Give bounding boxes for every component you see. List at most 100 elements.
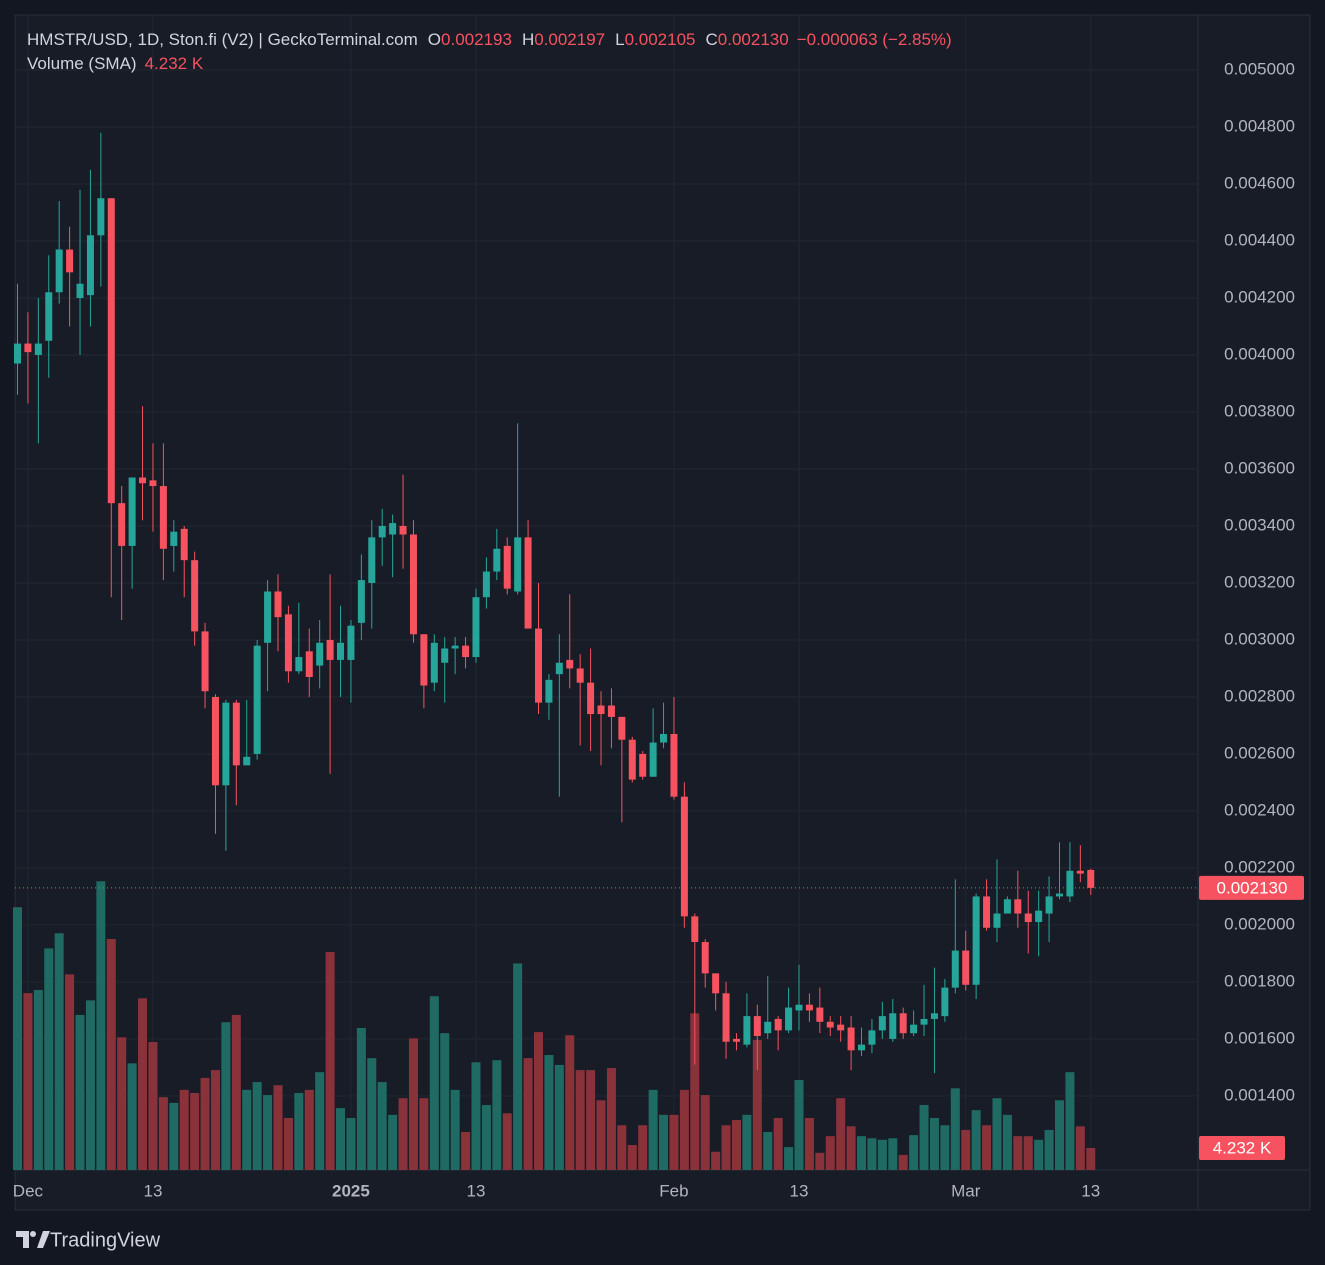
volume-bar — [888, 1138, 898, 1170]
y-tick-label: 0.002800 — [1224, 686, 1295, 705]
volume-bar — [75, 1014, 85, 1170]
y-tick-label: 0.002400 — [1224, 800, 1295, 819]
candle-body — [566, 659, 574, 669]
candle-body — [462, 645, 470, 658]
y-tick-label: 0.002600 — [1224, 743, 1295, 762]
candle-body — [149, 480, 157, 487]
volume-bar — [315, 1072, 325, 1170]
candle-body — [743, 1016, 751, 1045]
volume-bar — [429, 996, 439, 1170]
candle-body — [795, 1004, 803, 1011]
candle-body — [337, 642, 345, 660]
volume-bar — [857, 1136, 867, 1170]
candle-body — [420, 634, 428, 686]
candle-body — [409, 534, 417, 635]
candle-body — [232, 702, 240, 766]
candle-body — [284, 614, 292, 672]
ohlc-row: HMSTR/USD, 1D, Ston.fi (V2) | GeckoTermi… — [27, 28, 952, 52]
candle-body — [1087, 869, 1095, 888]
candle-body — [118, 503, 126, 546]
volume-bar — [523, 1058, 533, 1170]
candle-body — [295, 657, 303, 672]
candle-body — [253, 645, 261, 754]
candle-body — [753, 1016, 761, 1037]
candle-body — [1045, 896, 1053, 914]
candle-body — [389, 523, 397, 535]
y-tick-label: 0.004000 — [1224, 344, 1295, 363]
ohlc-key: H — [521, 30, 535, 49]
volume-value: 4.232 K — [144, 54, 204, 73]
volume-bar — [294, 1093, 304, 1170]
y-tick-label: 0.005000 — [1224, 59, 1295, 78]
candle-body — [86, 235, 94, 296]
candle-body — [951, 950, 959, 988]
volume-bar — [408, 1038, 418, 1170]
candle-body — [14, 343, 21, 364]
volume-name: Volume (SMA) — [27, 54, 137, 73]
candle-body — [826, 1021, 834, 1028]
volume-bar — [283, 1117, 293, 1170]
volume-bar — [961, 1129, 971, 1170]
volume-bar — [846, 1126, 856, 1170]
candle-body — [628, 739, 636, 780]
symbol: HMSTR/USD, 1D, Ston.fi (V2) | GeckoTermi… — [27, 30, 418, 49]
volume-bar — [711, 1151, 721, 1170]
candle-body — [274, 591, 282, 618]
candle-body — [139, 477, 147, 484]
volume-bar — [96, 881, 106, 1170]
candle-body — [451, 645, 459, 649]
volume-bar — [106, 939, 116, 1170]
volume-bar — [169, 1102, 179, 1170]
volume-bar — [992, 1098, 1002, 1170]
chart-frame — [14, 14, 1311, 1211]
volume-bar — [544, 1055, 554, 1170]
candle-body — [243, 756, 251, 766]
volume-bar — [54, 933, 64, 1170]
ohlc: O0.002193 H0.002197 L0.002105 C0.002130 — [418, 30, 789, 49]
volume-bar — [1075, 1126, 1085, 1170]
volume-bar — [85, 1000, 95, 1170]
volume-bar — [242, 1089, 252, 1170]
y-tick-label: 0.003400 — [1224, 515, 1295, 534]
volume-bar — [158, 1097, 168, 1170]
volume-bar — [617, 1125, 627, 1170]
candle-body — [1014, 899, 1022, 914]
volume-row: Volume (SMA) 4.232 K — [27, 52, 952, 76]
candle-body — [722, 993, 730, 1042]
volume-bar — [252, 1082, 262, 1170]
volume-bar — [117, 1037, 127, 1170]
volume-bar — [221, 1022, 231, 1170]
volume-bar — [554, 1064, 564, 1170]
volume-bar — [971, 1110, 981, 1170]
volume-bar — [325, 952, 335, 1170]
y-tick-label: 0.003000 — [1224, 629, 1295, 648]
ohlc-value: 0.002197 — [534, 30, 606, 49]
candle-body — [555, 662, 563, 675]
volume-bar — [273, 1085, 283, 1170]
x-tick-label: 13 — [467, 1181, 486, 1200]
volume-bar — [596, 1100, 606, 1170]
candle-body — [326, 639, 334, 660]
volume-bar — [534, 1032, 543, 1170]
candle-body — [868, 1030, 876, 1045]
volume-bar — [148, 1042, 158, 1170]
volume-bar — [627, 1145, 637, 1170]
candle-body — [576, 668, 584, 683]
y-tick-label: 0.004400 — [1224, 230, 1295, 249]
volume-bar — [138, 998, 148, 1170]
volume-bar — [659, 1114, 669, 1170]
volume-bar — [825, 1136, 835, 1170]
volume-bar — [263, 1095, 273, 1170]
candle-body — [910, 1024, 918, 1034]
candle-body — [316, 642, 324, 666]
volume-badge-label: 4.232 K — [1213, 1138, 1272, 1157]
volume-bar — [398, 1098, 408, 1170]
candle-body — [441, 648, 449, 663]
y-tick-label: 0.004600 — [1224, 173, 1295, 192]
candle-body — [55, 249, 63, 293]
y-tick-label: 0.004200 — [1224, 287, 1295, 306]
candle-body — [76, 283, 84, 298]
candle-body — [472, 597, 480, 658]
